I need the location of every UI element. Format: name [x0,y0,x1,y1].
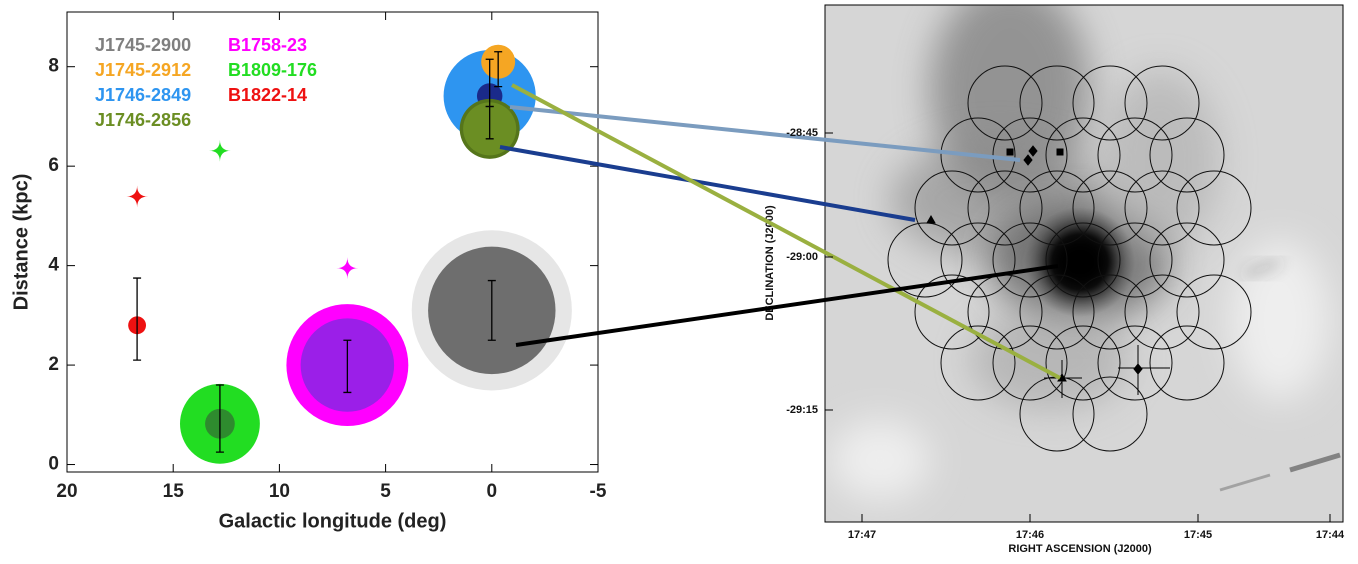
x-tick-label: 0 [487,481,498,502]
x-tick-label: 17:47 [848,529,876,541]
x-tick-label: -5 [590,481,607,502]
y-tick-label: 6 [48,155,59,176]
x-tick-label: 10 [269,481,290,502]
legend-entry: B1758-23 [228,35,307,55]
y-tick-label: 2 [48,354,59,375]
x-axis-label: Galactic longitude (deg) [219,510,447,532]
legend-entry: J1746-2856 [95,110,191,130]
x-tick-label: 17:45 [1184,529,1212,541]
x-tick-label: 15 [163,481,185,502]
x-tick-label: 17:44 [1316,529,1345,541]
x-axis-label: RIGHT ASCENSION (J2000) [1008,543,1152,555]
x-tick-label: 17:46 [1016,529,1044,541]
y-tick-label: -28:45 [786,127,818,139]
figure: RIGHT ASCENSION (J2000) DECLINATION (J20… [0,0,1358,559]
legend-entry: J1745-2900 [95,35,191,55]
star-marker [126,185,148,207]
legend-entry: B1809-176 [228,60,317,80]
x-tick-label: 20 [56,481,77,502]
star-marker [336,257,358,279]
x-tick-label: 5 [380,481,391,502]
page: {"chart_data": {"type": "scatter", "x_la… [0,0,1358,559]
star-marker [209,140,231,162]
legend-entry: B1822-14 [228,85,307,105]
legend-entry: J1745-2912 [95,60,191,80]
y-axis-label: Distance (kpc) [10,174,32,311]
y-tick-label: -29:00 [786,251,818,263]
legend-entry: J1746-2849 [95,85,191,105]
y-tick-label: 0 [48,454,59,475]
y-tick-label: 8 [48,56,59,77]
y-tick-label: -29:15 [786,404,818,416]
y-tick-label: 4 [48,255,59,276]
